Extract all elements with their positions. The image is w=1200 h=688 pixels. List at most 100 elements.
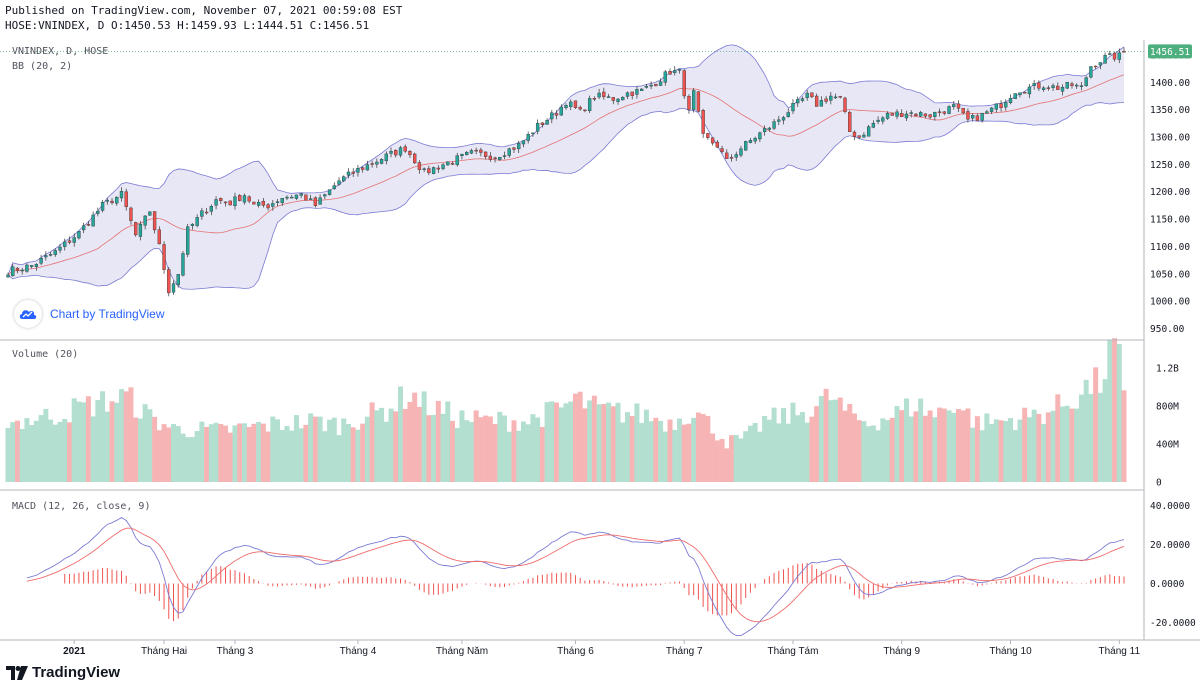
volume-bar [1112,338,1118,482]
price-tick-label: 1300.00 [1150,133,1190,144]
candle-body [866,126,871,137]
candle-body [81,225,86,231]
volume-bar [861,421,867,482]
candle-body [1046,87,1051,89]
volume-bar [1022,407,1028,482]
candle [526,131,530,144]
volume-bar [1116,344,1122,482]
candle [58,243,62,254]
candle-body [304,194,308,201]
candle-body [682,70,686,97]
candle-body [356,168,360,173]
candle [252,201,256,205]
bb-legend: BB (20, 2) [12,61,72,72]
candle-body [843,97,847,112]
ohlc-line: HOSE:VNINDEX, D O:1450.53 H:1459.93 L:14… [5,19,370,32]
price-tick-label: 1250.00 [1150,160,1190,171]
candle [365,160,370,171]
volume-bar [563,403,569,482]
volume-bar [960,410,966,482]
volume-bar [686,423,692,482]
volume-bar [204,427,210,482]
volume-bar [766,419,772,482]
volume-bar [137,418,143,482]
footer-brand: TradingView [32,664,121,681]
candle-body [621,97,625,101]
candle-body [658,81,663,86]
candle [384,151,388,165]
candle [502,151,507,160]
candle [1018,92,1022,98]
tradingview-logo[interactable]: TradingView [6,664,120,681]
candle-body [739,148,743,156]
candle [247,195,251,204]
volume-bar [293,415,299,482]
volume-bar [218,424,224,482]
volume-bar [648,421,654,482]
candle-body [242,195,247,203]
candle-body [744,141,748,151]
candle-body [692,90,696,110]
volume-bar [880,418,886,482]
last-price-tag: 1456.51 [1148,44,1192,59]
volume-bar [118,389,124,482]
candle [904,110,909,121]
candle-body [327,189,332,195]
candle-body [1032,83,1036,86]
candle [417,160,422,174]
volume-bar [946,410,952,482]
candle-body [446,161,450,166]
volume-bar [729,435,735,482]
volume-bar [516,430,522,482]
candle-body [871,122,876,128]
candle-body [734,154,738,158]
candle-body [923,113,928,117]
volume-bar [724,448,730,482]
candle [1046,85,1051,91]
volume-bar [279,429,285,482]
volume-bar [473,410,479,482]
candle [162,241,166,274]
volume-bar [927,410,933,482]
volume-bar [345,423,351,482]
time-tick-label: 2021 [63,646,86,657]
volume-bar [435,400,441,482]
price-tick-label: 1150.00 [1150,215,1190,226]
time-tick-label: Tháng Hai [141,646,187,657]
candle-body [360,167,365,170]
candle-body [261,200,266,206]
candle [895,109,899,120]
volume-bar [62,418,68,482]
volume-bar [487,416,493,482]
candle [1004,99,1008,111]
candle-body [323,194,327,197]
volume-bar [393,411,399,482]
candle [115,196,119,206]
candle [280,197,284,206]
volume-bar [1097,392,1103,482]
candle-body [72,237,76,243]
watermark-text: Chart by TradingView [50,307,165,321]
candle-body [554,113,559,116]
volume-bar [251,423,257,482]
candle-body [687,96,691,110]
volume-bar [1045,412,1051,482]
candle [564,103,568,110]
candle [318,194,322,205]
candle [729,154,734,162]
volume-bar [1017,419,1023,482]
tradingview-watermark[interactable]: Chart by TradingView [14,300,165,328]
candle [34,263,39,271]
candle-body [833,96,838,99]
candle [48,251,53,257]
candle-body [796,99,800,104]
volume-bar [587,400,593,482]
volume-bar [984,413,990,482]
candle-body [819,100,824,107]
candle-body [450,163,455,165]
volume-bar [1036,413,1042,482]
candle-body [417,162,422,170]
candle [209,204,214,216]
candle [223,201,228,207]
